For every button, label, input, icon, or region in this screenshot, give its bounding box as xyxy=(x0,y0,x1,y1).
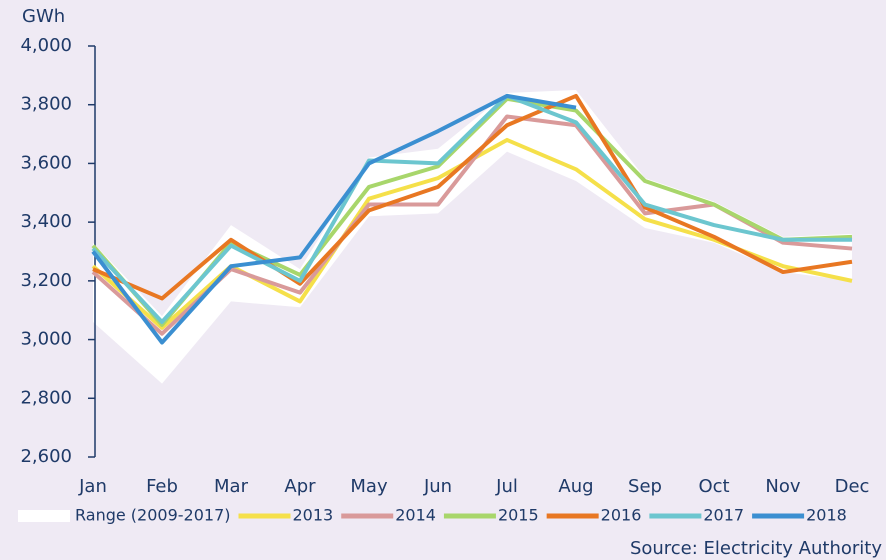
y-axis-label: GWh xyxy=(22,6,65,27)
x-tick-label: Aug xyxy=(558,476,593,497)
y-tick-label: 3,800 xyxy=(20,94,72,115)
y-tick-label: 2,600 xyxy=(20,446,72,467)
source: Source: Electricity Authority xyxy=(630,538,882,559)
x-tick-label: Jan xyxy=(78,476,107,497)
series-line xyxy=(92,93,853,301)
legend-swatch xyxy=(18,510,70,522)
x-tick-label: Nov xyxy=(765,476,800,497)
legend-label: 2018 xyxy=(806,506,847,525)
x-tick-label: Jun xyxy=(423,476,452,497)
y-tick-label: 3,000 xyxy=(20,329,72,350)
legend-label: 2017 xyxy=(703,506,744,525)
legend-label: 2014 xyxy=(395,506,436,525)
y-tick-label: 3,600 xyxy=(20,152,72,173)
y-tick-label: 3,200 xyxy=(20,270,72,291)
legend-label: 2015 xyxy=(498,506,539,525)
legend-label: 2016 xyxy=(601,506,642,525)
x-tick-label: Apr xyxy=(284,476,316,497)
x-tick-label: Oct xyxy=(698,476,729,497)
x-tick-label: Dec xyxy=(835,476,870,497)
x-tick-label: Sep xyxy=(628,476,662,497)
y-tick-label: 4,000 xyxy=(20,35,72,56)
x-tick-label: Jul xyxy=(495,476,518,497)
y-tick-label: 2,800 xyxy=(20,387,72,408)
series-line xyxy=(91,93,577,345)
x-tick-label: Mar xyxy=(214,476,249,497)
y-tick-label: 3,400 xyxy=(20,211,72,232)
x-tick-label: Feb xyxy=(146,476,178,497)
series-line xyxy=(91,93,852,324)
x-tick-label: May xyxy=(350,476,388,497)
legend-label: 2013 xyxy=(293,506,334,525)
legend-label: Range (2009-2017) xyxy=(75,506,231,525)
